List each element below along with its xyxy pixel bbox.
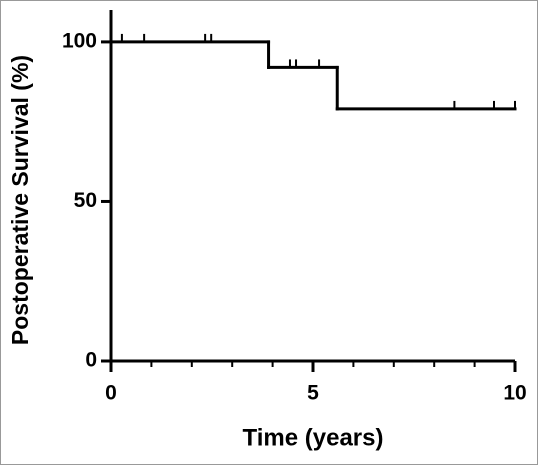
x-axis-title: Time (years): [243, 424, 384, 451]
y-tick-label: 0: [85, 349, 97, 372]
y-tick-label: 100: [62, 29, 97, 52]
x-tick-label: 10: [503, 382, 526, 405]
x-tick-label: 0: [105, 382, 117, 405]
y-axis-title: Postoperative Survival (%): [7, 55, 33, 345]
y-tick-label: 50: [74, 189, 97, 212]
x-tick-label: 5: [307, 382, 319, 405]
